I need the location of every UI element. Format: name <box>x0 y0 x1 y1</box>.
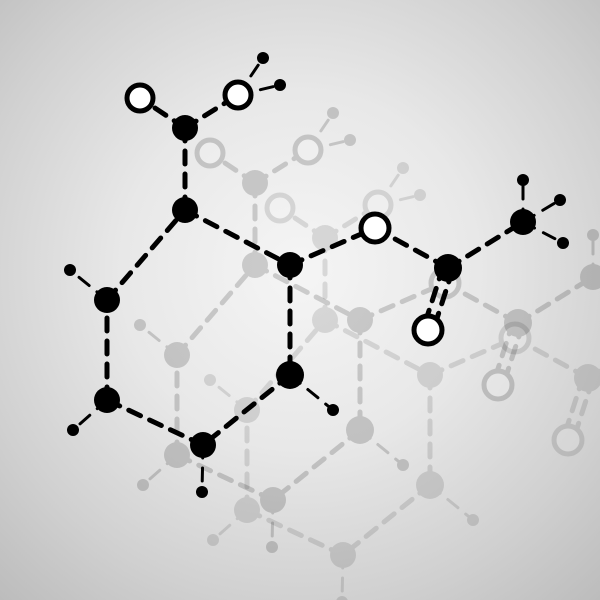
molecule-svg <box>0 0 600 600</box>
molecule-diagram <box>0 0 600 600</box>
